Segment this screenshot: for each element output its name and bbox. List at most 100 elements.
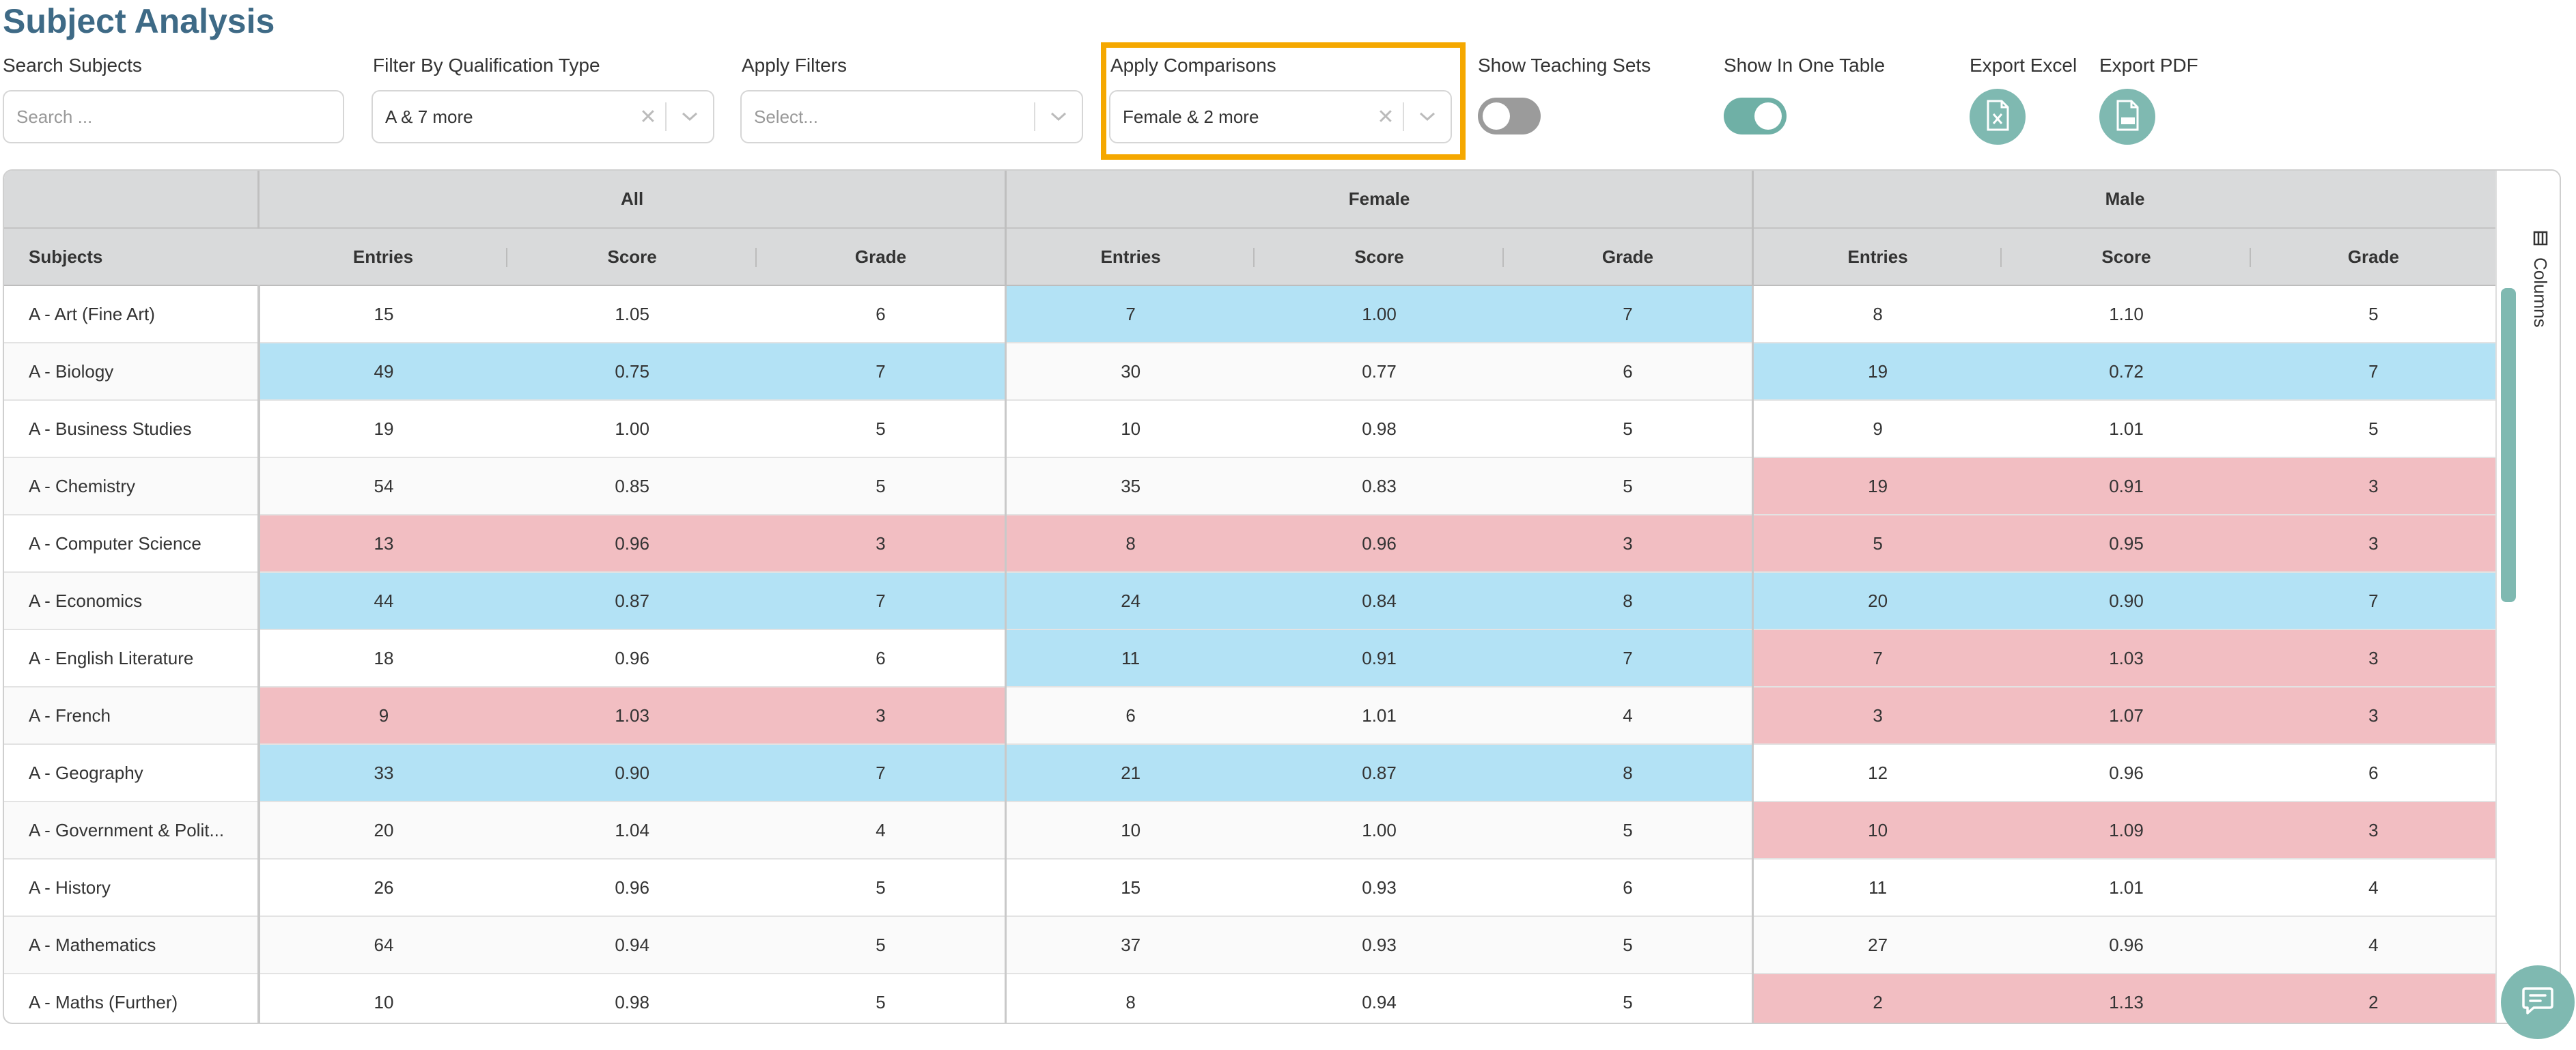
grade-cell: 3 (2250, 687, 2498, 745)
table-row[interactable]: A - Economics 44 0.87 7 24 0.84 8 20 0.90 7 (4, 572, 2498, 630)
teaching-sets-toggle[interactable] (1478, 98, 1541, 134)
chevron-down-icon[interactable] (1404, 111, 1451, 122)
comparisons-highlight (1101, 42, 1466, 160)
entries-cell: 10 (1752, 801, 2002, 860)
score-cell: 1.00 (1255, 801, 1504, 860)
table-row[interactable]: A - Geography 33 0.90 7 21 0.87 8 12 0.96 6 (4, 744, 2498, 802)
score-cell: 0.96 (507, 515, 757, 573)
column-header-entries[interactable]: Entries (1005, 227, 1255, 286)
grade-cell: 5 (2250, 400, 2498, 458)
grade-cell: 4 (1503, 687, 1754, 745)
table-row[interactable]: A - Chemistry 54 0.85 5 35 0.83 5 19 0.91 3 (4, 457, 2498, 515)
column-header-grade[interactable]: Grade (1503, 227, 1754, 286)
column-header-grade[interactable]: Grade (2250, 227, 2498, 286)
entries-cell: 27 (1752, 916, 2002, 974)
grade-cell: 7 (2250, 343, 2498, 401)
table-row[interactable]: A - Art (Fine Art) 15 1.05 6 7 1.00 7 8 1.10 5 (4, 285, 2498, 343)
score-cell: 1.00 (507, 400, 757, 458)
table-row[interactable]: A - Mathematics 64 0.94 5 37 0.93 5 27 0.96 4 (4, 916, 2498, 974)
grade-cell: 6 (1503, 859, 1754, 917)
columns-tab[interactable]: Columns (2530, 231, 2551, 328)
entries-cell: 3 (1752, 687, 2002, 745)
score-cell: 0.85 (507, 457, 757, 515)
table-row[interactable]: A - Business Studies 19 1.00 5 10 0.98 5 9 1.01 5 (4, 400, 2498, 458)
subject-cell: A - Art (Fine Art) (4, 285, 260, 343)
column-header-entries[interactable]: Entries (258, 227, 508, 286)
subject-cell: A - Geography (4, 744, 260, 802)
score-cell: 0.72 (2002, 343, 2251, 401)
table-row[interactable]: A - French 9 1.03 3 6 1.01 4 3 1.07 3 (4, 687, 2498, 745)
table-row[interactable]: A - English Literature 18 0.96 6 11 0.91 7 7 1.0… (4, 629, 2498, 687)
entries-cell: 54 (258, 457, 508, 515)
filters-label: Apply Filters (742, 55, 848, 76)
table-row[interactable]: A - History 26 0.96 5 15 0.93 6 11 1.01 4 (4, 859, 2498, 917)
close-icon[interactable]: ✕ (639, 105, 657, 128)
toggle-knob (1483, 102, 1510, 130)
entries-cell: 7 (1005, 285, 1255, 343)
column-header-grade[interactable]: Grade (756, 227, 1007, 286)
entries-cell: 30 (1005, 343, 1255, 401)
entries-cell: 49 (258, 343, 508, 401)
entries-cell: 19 (258, 400, 508, 458)
grade-cell: 7 (756, 343, 1007, 401)
grade-cell: 2 (2250, 974, 2498, 1023)
score-cell: 1.00 (1255, 285, 1504, 343)
score-cell: 1.03 (2002, 629, 2251, 687)
qualification-label: Filter By Qualification Type (373, 55, 600, 76)
score-cell: 0.98 (1255, 400, 1504, 458)
columns-label: Columns (2530, 257, 2551, 328)
grade-cell: 5 (1503, 400, 1754, 458)
comparisons-select[interactable]: Female & 2 more ✕ (1109, 90, 1452, 143)
grade-cell: 7 (1503, 629, 1754, 687)
column-header-entries[interactable]: Entries (1752, 227, 2002, 286)
entries-cell: 10 (1005, 400, 1255, 458)
grade-cell: 3 (2250, 629, 2498, 687)
search-input[interactable] (3, 90, 344, 143)
grade-cell: 8 (1503, 744, 1754, 802)
group-header-male: Male (1752, 171, 2498, 228)
qualification-select[interactable]: A & 7 more ✕ (372, 90, 714, 143)
column-header-score[interactable]: Score (2002, 227, 2251, 286)
filters-select[interactable]: Select... (740, 90, 1083, 143)
close-icon[interactable]: ✕ (1377, 105, 1395, 128)
table-row[interactable]: A - Government & Polit... 20 1.04 4 10 1.00 5 1… (4, 801, 2498, 860)
entries-cell: 19 (1752, 343, 2002, 401)
subject-cell: A - Computer Science (4, 515, 260, 573)
entries-cell: 64 (258, 916, 508, 974)
table-row[interactable]: A - Maths (Further) 10 0.98 5 8 0.94 5 2 1.13 2 (4, 974, 2498, 1023)
chevron-down-icon[interactable] (1035, 111, 1082, 122)
score-cell: 0.96 (1255, 515, 1504, 573)
vertical-scrollbar[interactable] (2501, 288, 2516, 602)
subject-cell: A - Mathematics (4, 916, 260, 974)
grade-cell: 5 (1503, 801, 1754, 860)
chat-button[interactable] (2501, 965, 2575, 1039)
score-cell: 0.84 (1255, 572, 1504, 630)
entries-cell: 7 (1752, 629, 2002, 687)
filters-placeholder: Select... (754, 106, 818, 127)
entries-cell: 18 (258, 629, 508, 687)
teaching-sets-label: Show Teaching Sets (1478, 55, 1651, 76)
entries-cell: 44 (258, 572, 508, 630)
score-cell: 0.98 (507, 974, 757, 1023)
entries-cell: 24 (1005, 572, 1255, 630)
page-title: Subject Analysis (3, 2, 275, 40)
export-pdf-button[interactable] (2099, 89, 2155, 145)
columns-icon (2533, 231, 2548, 249)
grade-cell: 5 (1503, 916, 1754, 974)
table-row[interactable]: A - Biology 49 0.75 7 30 0.77 6 19 0.72 7 (4, 343, 2498, 401)
entries-cell: 37 (1005, 916, 1255, 974)
one-table-toggle[interactable] (1724, 98, 1787, 134)
chevron-down-icon[interactable] (667, 111, 713, 122)
excel-file-icon (1984, 99, 2011, 135)
column-header-subjects[interactable]: Subjects (4, 227, 259, 286)
table-row[interactable]: A - Computer Science 13 0.96 3 8 0.96 3 5 0.95 3 (4, 515, 2498, 573)
column-header-score[interactable]: Score (1255, 227, 1504, 286)
export-excel-button[interactable] (1970, 89, 2026, 145)
score-cell: 1.03 (507, 687, 757, 745)
comparisons-label: Apply Comparisons (1110, 55, 1276, 76)
column-header-score[interactable]: Score (507, 227, 757, 286)
score-cell: 0.91 (2002, 457, 2251, 515)
table-body: A - Art (Fine Art) 15 1.05 6 7 1.00 7 8 1.10 5 A -… (4, 285, 2498, 1023)
score-cell: 0.90 (2002, 572, 2251, 630)
grade-cell: 3 (2250, 801, 2498, 860)
